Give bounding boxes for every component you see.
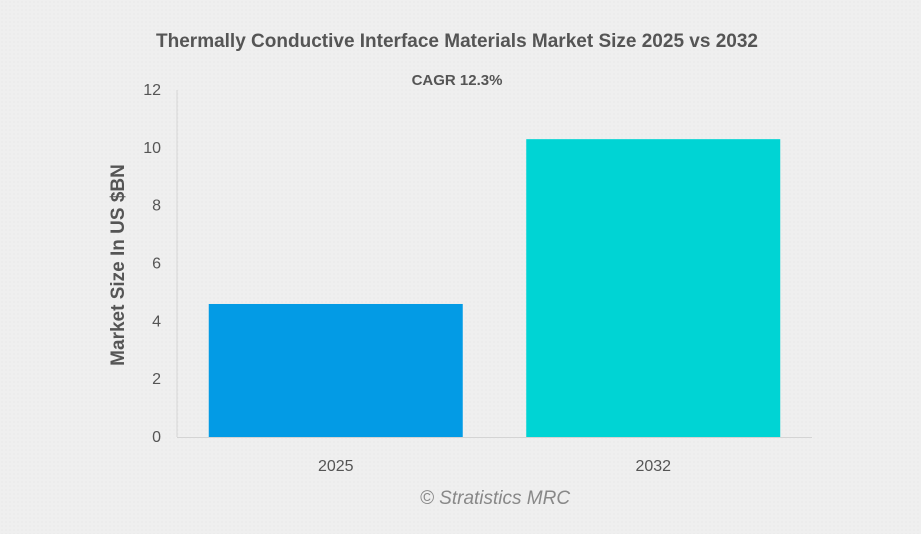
y-tick-label: 8 bbox=[152, 198, 161, 215]
chart-title: Thermally Conductive Interface Materials… bbox=[156, 31, 758, 52]
y-tick-label: 0 bbox=[152, 429, 161, 446]
y-tick-label: 2 bbox=[152, 371, 161, 388]
x-tick-label: 2025 bbox=[318, 458, 354, 475]
x-tick-label: 2032 bbox=[635, 458, 671, 475]
y-tick-label: 4 bbox=[152, 313, 161, 330]
y-tick-labels: 0 2 4 6 8 10 12 bbox=[143, 82, 161, 446]
x-tick-labels: 2025 2032 bbox=[318, 458, 671, 475]
source-credit: © Stratistics MRC bbox=[420, 488, 570, 509]
y-tick-label: 12 bbox=[143, 82, 161, 99]
bar-2025 bbox=[208, 303, 463, 437]
chart-subtitle: CAGR 12.3% bbox=[412, 72, 503, 89]
y-axis-label: Market Size In US $BN bbox=[108, 164, 129, 366]
y-tick-label: 6 bbox=[152, 256, 161, 273]
bar-2032 bbox=[526, 139, 781, 438]
bars bbox=[208, 139, 781, 438]
y-tick-label: 10 bbox=[143, 140, 161, 157]
